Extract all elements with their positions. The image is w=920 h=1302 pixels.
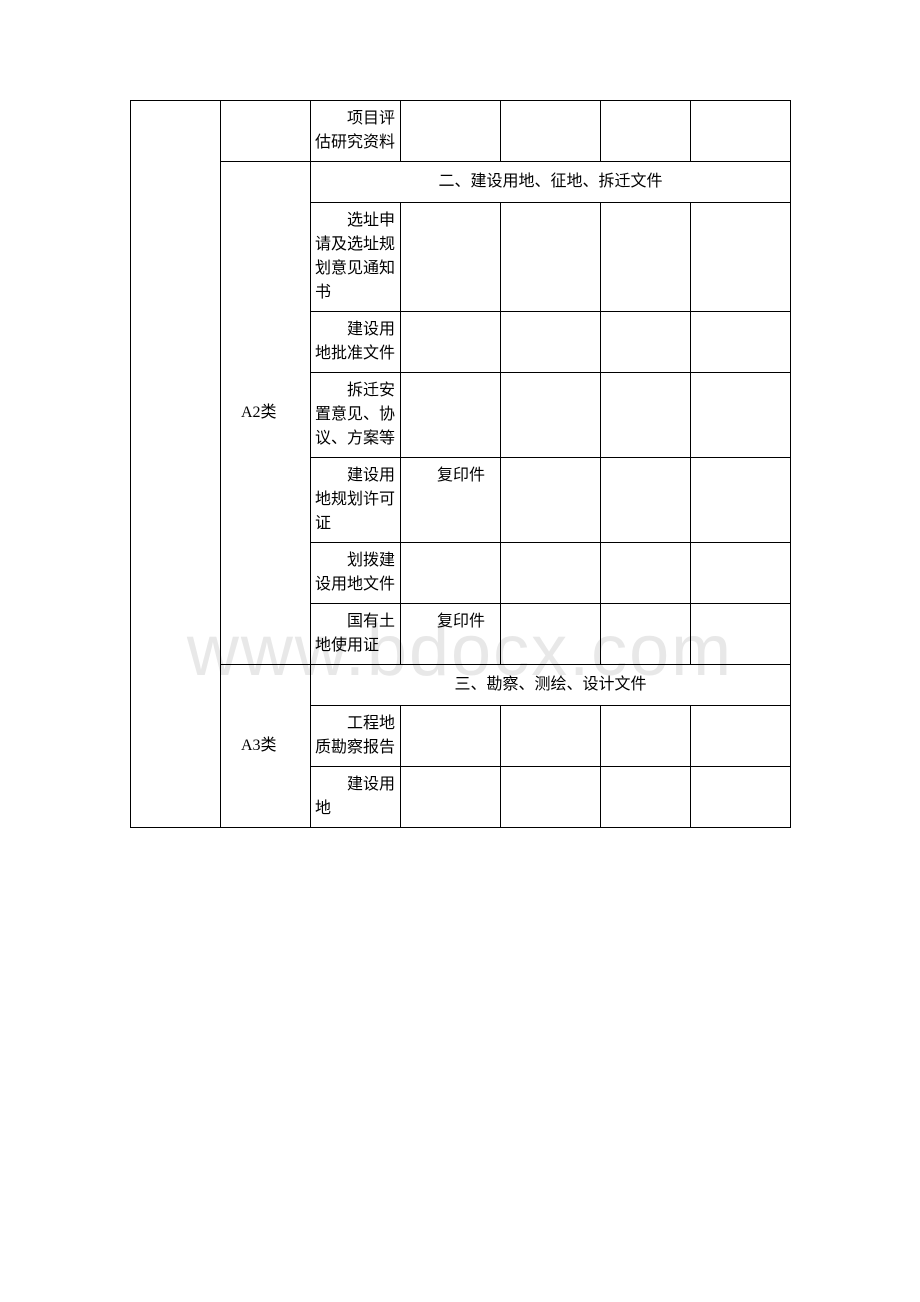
- section-header-cell: 二、建设用地、征地、拆迁文件: [311, 162, 791, 203]
- table-cell: [691, 543, 791, 604]
- table-cell: [401, 203, 501, 312]
- table-cell: [501, 458, 601, 543]
- table-cell: 建设用地批准文件: [311, 312, 401, 373]
- table-cell: [691, 767, 791, 828]
- table-cell: 项目评估研究资料: [311, 101, 401, 162]
- table-cell: [401, 767, 501, 828]
- table-cell: 国有土地使用证: [311, 604, 401, 665]
- table-cell: [221, 101, 311, 162]
- table-cell: [401, 312, 501, 373]
- table-cell: [401, 373, 501, 458]
- table-row: 项目评估研究资料: [131, 101, 791, 162]
- table-cell: 工程地质勘察报告: [311, 706, 401, 767]
- table-cell: [501, 312, 601, 373]
- category-cell: A3类: [221, 665, 311, 828]
- table-cell: [131, 101, 221, 828]
- table-cell: [401, 543, 501, 604]
- section-header-cell: 三、勘察、测绘、设计文件: [311, 665, 791, 706]
- table-cell: 选址申请及选址规划意见通知书: [311, 203, 401, 312]
- table-cell: [601, 604, 691, 665]
- document-table: 项目评估研究资料 A2类 二、建设用地、征地、拆迁文件 选址申请及选址规划意见通…: [130, 100, 791, 828]
- table-cell: [501, 767, 601, 828]
- table-cell: [501, 101, 601, 162]
- table-cell: 建设用地规划许可证: [311, 458, 401, 543]
- table-cell: 复印件: [401, 458, 501, 543]
- table-cell: [691, 604, 791, 665]
- table-cell: [501, 706, 601, 767]
- table-cell: [601, 203, 691, 312]
- table-row: A3类 三、勘察、测绘、设计文件: [131, 665, 791, 706]
- table-cell: [401, 101, 501, 162]
- table-cell: [691, 203, 791, 312]
- table-cell: [601, 458, 691, 543]
- table-cell: [601, 543, 691, 604]
- table-cell: 建设用地: [311, 767, 401, 828]
- table-cell: [691, 706, 791, 767]
- table-cell: [691, 458, 791, 543]
- table-cell: [691, 373, 791, 458]
- table-cell: 拆迁安置意见、协议、方案等: [311, 373, 401, 458]
- table-cell: [501, 604, 601, 665]
- table-cell: [691, 101, 791, 162]
- table-cell: [501, 373, 601, 458]
- table-cell: [601, 767, 691, 828]
- table-cell: [501, 203, 601, 312]
- document-table-container: 项目评估研究资料 A2类 二、建设用地、征地、拆迁文件 选址申请及选址规划意见通…: [130, 100, 790, 828]
- table-cell: 复印件: [401, 604, 501, 665]
- table-row: A2类 二、建设用地、征地、拆迁文件: [131, 162, 791, 203]
- table-cell: [601, 101, 691, 162]
- table-cell: [501, 543, 601, 604]
- table-cell: 划拨建设用地文件: [311, 543, 401, 604]
- table-cell: [691, 312, 791, 373]
- category-cell: A2类: [221, 162, 311, 665]
- table-cell: [401, 706, 501, 767]
- table-cell: [601, 373, 691, 458]
- table-cell: [601, 706, 691, 767]
- table-cell: [601, 312, 691, 373]
